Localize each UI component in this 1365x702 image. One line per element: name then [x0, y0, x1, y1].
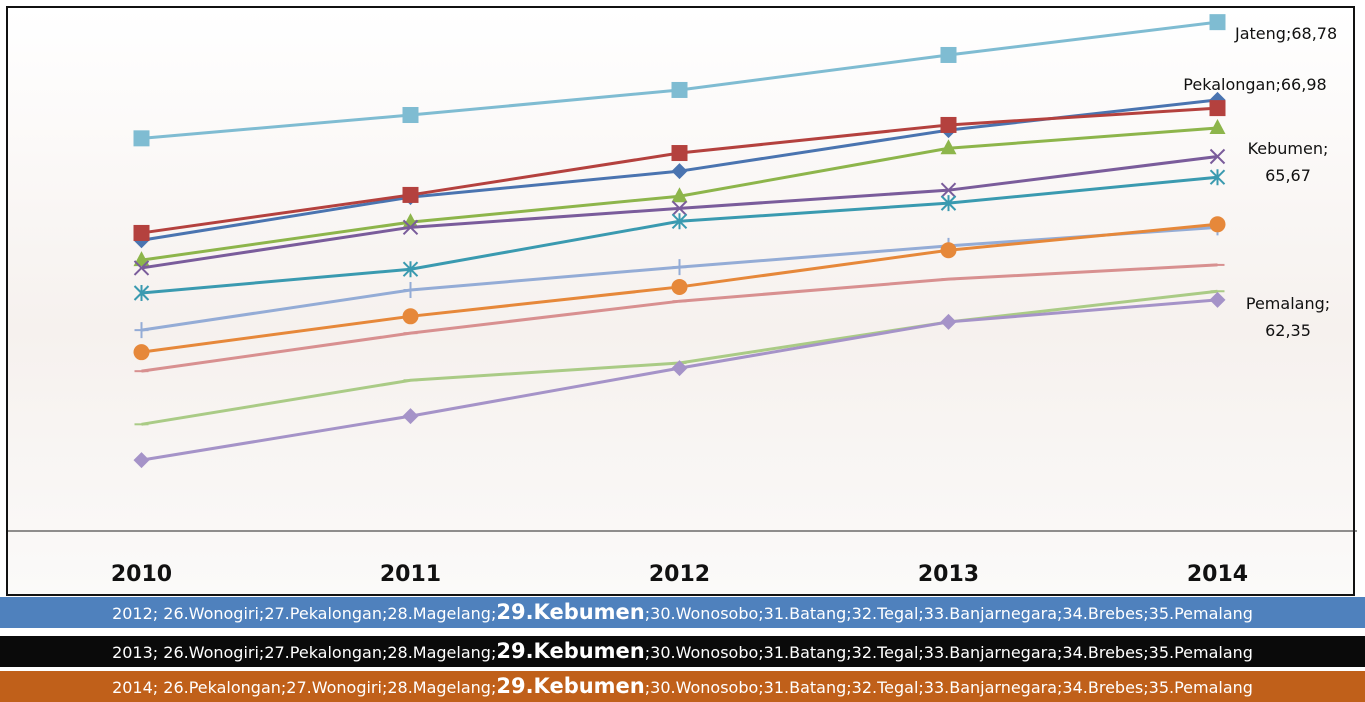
marker — [941, 117, 957, 133]
banner-text: 2013; 26.Wonogiri;27.Pekalongan;28.Magel… — [112, 643, 496, 662]
marker — [134, 344, 150, 360]
marker — [672, 163, 688, 179]
page: {"chart_data":{"type":"line","categories… — [0, 0, 1365, 700]
data-label: Jateng;68,78 — [1235, 20, 1337, 47]
marker — [672, 279, 688, 295]
marker — [941, 47, 957, 63]
marker — [403, 187, 419, 203]
banner-text: 29.Kebumen — [496, 639, 644, 663]
marker — [403, 107, 419, 123]
banner-text: 29.Kebumen — [496, 600, 644, 624]
x-tick-label: 2010 — [111, 562, 172, 587]
marker — [403, 308, 419, 324]
banner-text: ;30.Wonosobo;31.Batang;32.Tegal;33.Banja… — [645, 643, 1253, 662]
marker — [403, 408, 419, 424]
marker — [134, 225, 150, 241]
banner-text: 29.Kebumen — [496, 674, 644, 698]
marker — [1210, 100, 1226, 116]
banner: 2013; 26.Wonogiri;27.Pekalongan;28.Magel… — [0, 636, 1365, 667]
banner: 2012; 26.Wonogiri;27.Pekalongan;28.Magel… — [0, 597, 1365, 628]
data-label: Kebumen; 65,67 — [1208, 135, 1365, 189]
banner-text: 2014; 26.Pekalongan;27.Wonogiri;28.Magel… — [112, 678, 496, 697]
x-tick-label: 2013 — [918, 562, 979, 587]
series-line — [142, 291, 1218, 424]
marker — [134, 130, 150, 146]
series-line — [142, 300, 1218, 460]
series-line — [142, 22, 1218, 138]
marker — [672, 145, 688, 161]
marker — [135, 322, 149, 338]
marker — [404, 282, 418, 298]
marker — [941, 314, 957, 330]
marker — [941, 242, 957, 258]
x-tick-label: 2011 — [380, 562, 441, 587]
marker — [673, 259, 687, 275]
data-label: Pekalongan;66,98 — [1175, 71, 1335, 98]
data-label: Pemalang; 62,35 — [1208, 290, 1365, 344]
marker — [1210, 14, 1226, 30]
x-tick-label: 2012 — [649, 562, 710, 587]
marker — [1210, 119, 1226, 134]
marker — [134, 452, 150, 468]
banner-text: 2012; 26.Wonogiri;27.Pekalongan;28.Magel… — [112, 604, 496, 623]
marker — [1210, 216, 1226, 232]
x-tick-label: 2014 — [1187, 562, 1248, 587]
chart: 2010 2011 2012 2013 2014 — [0, 0, 1365, 600]
banner: 2014; 26.Pekalongan;27.Wonogiri;28.Magel… — [0, 671, 1365, 702]
marker — [672, 82, 688, 98]
banner-text: ;30.Wonosobo;31.Batang;32.Tegal;33.Banja… — [645, 678, 1253, 697]
banner-text: ;30.Wonosobo;31.Batang;32.Tegal;33.Banja… — [645, 604, 1253, 623]
